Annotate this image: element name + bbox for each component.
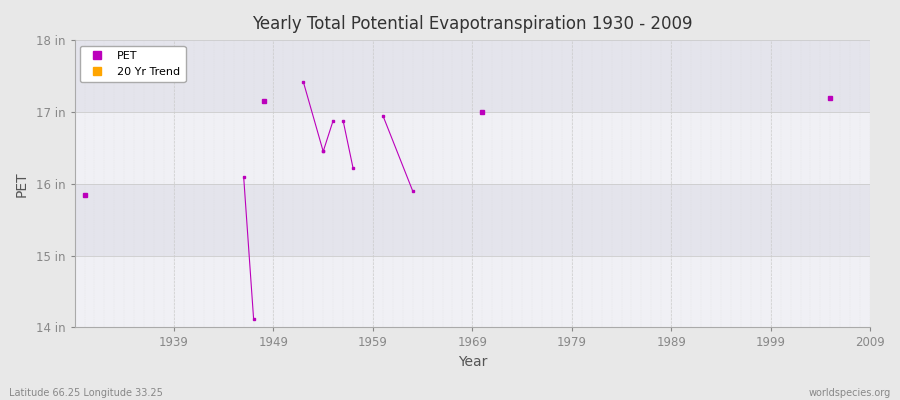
Bar	[75, 40, 870, 112]
X-axis label: Year: Year	[458, 355, 487, 369]
Bar	[75, 184, 870, 256]
Bar	[75, 112, 870, 184]
Text: Latitude 66.25 Longitude 33.25: Latitude 66.25 Longitude 33.25	[9, 388, 163, 398]
Bar	[75, 256, 870, 328]
Y-axis label: PET: PET	[15, 171, 29, 196]
Legend: PET, 20 Yr Trend: PET, 20 Yr Trend	[80, 46, 185, 82]
Text: worldspecies.org: worldspecies.org	[809, 388, 891, 398]
Title: Yearly Total Potential Evapotranspiration 1930 - 2009: Yearly Total Potential Evapotranspiratio…	[252, 15, 693, 33]
